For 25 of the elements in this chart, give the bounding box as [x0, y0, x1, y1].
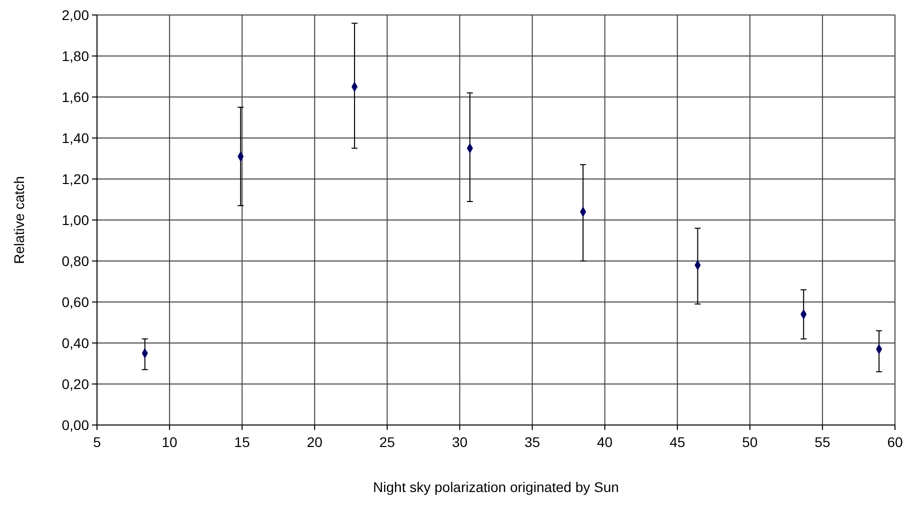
x-axis-title: Night sky polarization originated by Sun — [373, 479, 619, 495]
x-tick-label: 45 — [670, 434, 686, 450]
x-tick-label: 10 — [162, 434, 178, 450]
y-tick-label: 1,80 — [62, 48, 90, 64]
x-tick-label: 5 — [93, 434, 102, 450]
x-tick-label: 20 — [306, 434, 323, 450]
y-tick-label: 1,20 — [62, 170, 90, 187]
x-tick-label: 60 — [887, 434, 903, 450]
x-tick-label: 55 — [814, 434, 830, 450]
y-tick-label: 0,80 — [62, 252, 90, 269]
x-tick-label: 35 — [524, 434, 540, 450]
y-tick-label: 1,60 — [62, 88, 90, 105]
x-tick-label: 40 — [597, 434, 613, 450]
y-tick-label: 1,00 — [62, 212, 90, 228]
x-tick-label: 50 — [742, 434, 758, 450]
y-tick-label: 2,00 — [62, 6, 90, 23]
x-tick-label: 25 — [379, 434, 396, 450]
x-tick-label: 30 — [452, 434, 468, 450]
y-tick-label: 0,60 — [62, 294, 90, 310]
y-axis-title: Relative catch — [11, 176, 27, 264]
y-tick-label: 0,00 — [62, 416, 90, 433]
y-tick-label: 0,20 — [62, 376, 90, 392]
x-tick-label: 15 — [234, 434, 250, 450]
y-tick-label: 0,40 — [62, 334, 90, 351]
y-tick-label: 1,40 — [62, 130, 90, 146]
